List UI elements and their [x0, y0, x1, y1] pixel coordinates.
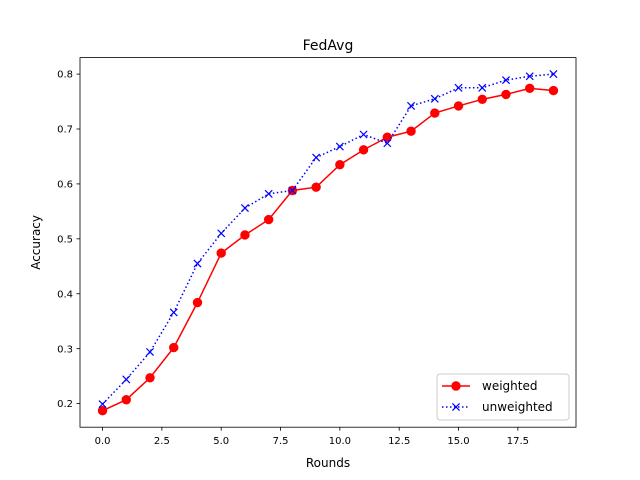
data-point-unweighted	[549, 70, 558, 79]
plot-area: 0.0 2.5 5.0 7.5 10.0 12.5 15.0 17.5 0.20.30.40.…	[57, 57, 577, 447]
x-tick-label: 15.0	[447, 436, 469, 447]
data-point-weighted	[382, 132, 393, 142]
legend-marker-weighted	[451, 381, 461, 391]
data-point-unweighted	[454, 83, 463, 92]
series-unweighted	[98, 70, 558, 409]
data-point-weighted	[477, 94, 487, 105]
data-point-unweighted	[383, 139, 392, 148]
y-axis-label: Accuracy	[29, 215, 43, 270]
y-tick-label: 0.2	[57, 399, 73, 410]
series-weighted	[97, 83, 559, 416]
data-point-unweighted	[525, 72, 534, 81]
axes-frame	[79, 57, 577, 428]
data-point-weighted	[548, 85, 559, 96]
legend-label-unweighted: unweighted	[482, 400, 553, 414]
data-point-weighted	[501, 89, 511, 100]
data-point-weighted	[453, 101, 464, 111]
chart-title: FedAvg	[303, 38, 354, 54]
series-line-unweighted	[102, 73, 554, 405]
data-point-weighted	[97, 406, 108, 416]
x-tick-label: 7.5	[273, 436, 289, 447]
legend-label-weighted: weighted	[482, 379, 537, 393]
data-point-weighted	[240, 230, 250, 240]
y-tick-label: 0.8	[57, 70, 73, 81]
data-point-unweighted	[240, 204, 249, 213]
data-point-unweighted	[430, 94, 439, 103]
series-layer	[97, 70, 559, 416]
data-point-unweighted	[169, 308, 178, 317]
data-point-weighted	[169, 342, 179, 353]
data-point-weighted	[145, 373, 155, 383]
data-point-unweighted	[501, 76, 511, 85]
y-tick-label: 0.4	[57, 289, 73, 300]
data-point-weighted	[525, 83, 535, 94]
data-point-unweighted	[122, 375, 131, 384]
data-point-unweighted	[288, 186, 297, 195]
data-point-weighted	[335, 159, 345, 170]
data-point-unweighted	[193, 259, 202, 268]
y-tick-label: 0.7	[57, 125, 73, 136]
data-point-weighted	[192, 297, 203, 308]
data-point-weighted	[121, 395, 131, 405]
data-point-weighted	[311, 182, 321, 192]
legend-item-unweighted: unweighted	[442, 400, 553, 414]
data-point-weighted	[430, 108, 440, 118]
x-axis: 0.0 2.5 5.0 7.5 10.0 12.5 15.0 17.5	[95, 427, 529, 447]
x-tick-label: 17.5	[507, 436, 529, 447]
legend: weighted unweighted	[436, 373, 570, 421]
data-point-weighted	[406, 126, 416, 136]
data-point-weighted	[216, 248, 226, 258]
data-point-unweighted	[264, 189, 273, 198]
y-tick-label: 0.6	[57, 180, 73, 191]
x-tick-label: 5.0	[213, 436, 229, 447]
y-tick-label: 0.5	[57, 234, 73, 245]
data-point-unweighted	[478, 83, 487, 92]
data-point-unweighted	[145, 347, 155, 356]
x-tick-label: 2.5	[154, 436, 170, 447]
data-point-unweighted	[312, 153, 321, 162]
data-point-unweighted	[407, 101, 416, 110]
legend-item-weighted: weighted	[442, 379, 537, 393]
x-tick-label: 10.0	[329, 436, 351, 447]
y-axis: 0.2 0.3 0.4 0.5 0.6 0.7 0.8	[57, 70, 80, 410]
legend-marker-unweighted	[451, 402, 461, 412]
y-tick-label: 0.3	[57, 344, 73, 355]
x-axis-label: Rounds	[306, 456, 350, 470]
data-point-unweighted	[335, 142, 344, 151]
data-point-weighted	[358, 145, 369, 155]
x-tick-label: 12.5	[388, 436, 410, 447]
x-tick-label: 0.0	[95, 436, 111, 447]
data-point-unweighted	[359, 130, 368, 139]
data-point-weighted	[263, 214, 274, 225]
data-point-unweighted	[98, 400, 107, 409]
data-point-unweighted	[217, 229, 226, 238]
